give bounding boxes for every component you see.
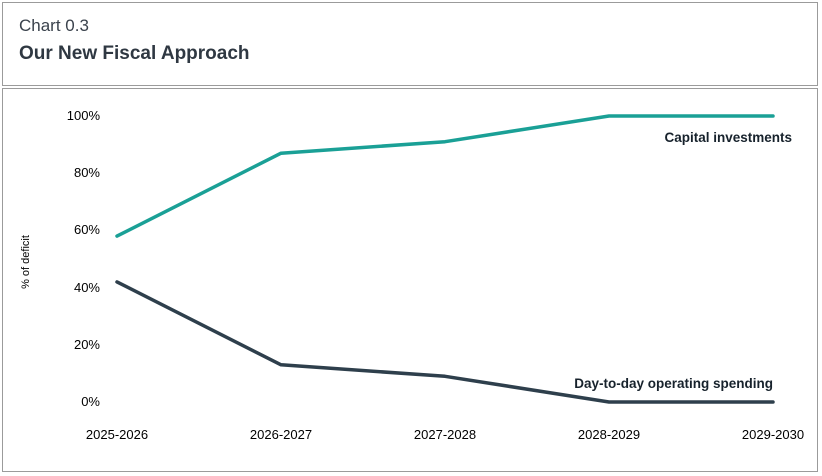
chart-area xyxy=(2,88,818,472)
chart-title: Our New Fiscal Approach xyxy=(19,43,250,64)
chart-number: Chart 0.3 xyxy=(19,16,89,35)
y-tick-label: 60% xyxy=(73,222,100,237)
chart-header: Chart 0.3 Our New Fiscal Approach xyxy=(2,2,818,86)
y-tick-label: 40% xyxy=(73,280,100,295)
y-tick-label: 0% xyxy=(81,394,100,409)
series-label-operating-spending: Day-to-day operating spending xyxy=(574,376,773,391)
y-axis-title: % of deficit xyxy=(20,235,32,289)
y-tick-label: 100% xyxy=(66,108,100,123)
y-tick-label: 80% xyxy=(73,165,100,180)
x-tick-label: 2029-2030 xyxy=(741,427,805,442)
x-tick-label: 2026-2027 xyxy=(249,427,313,442)
x-tick-label: 2027-2028 xyxy=(413,427,477,442)
series-label-capital-investments: Capital investments xyxy=(664,130,792,145)
y-tick-label: 20% xyxy=(73,337,100,352)
x-tick-label: 2028-2029 xyxy=(577,427,641,442)
x-tick-label: 2025-2026 xyxy=(85,427,149,442)
